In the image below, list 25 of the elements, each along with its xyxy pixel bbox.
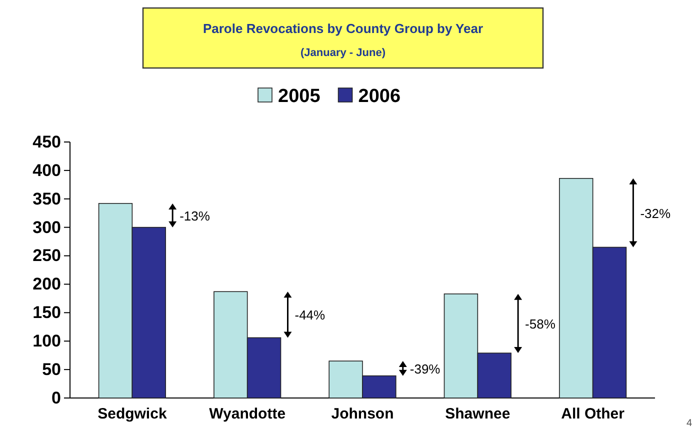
- annotation: -13%: [180, 208, 210, 224]
- y-tick-label: 450: [32, 132, 61, 152]
- annotation: -44%: [294, 308, 326, 323]
- y-tick-label: 300: [32, 218, 61, 237]
- x-tick-label: Shawnee: [445, 406, 510, 423]
- annotation: -39%: [410, 361, 441, 376]
- annotation: -58%: [525, 316, 556, 332]
- x-tick-label: Sedgwick: [98, 406, 168, 423]
- chart-title: Parole Revocations by County Group by Year: [202, 21, 484, 36]
- legend-label: 2006: [358, 86, 401, 107]
- x-tick-label: Johnson: [331, 406, 394, 423]
- y-tick-label: 400: [32, 160, 61, 180]
- y-tick-label: 250: [32, 246, 61, 266]
- y-tick-label: 0: [52, 388, 61, 408]
- x-tick-label: Wyandotte: [209, 406, 286, 423]
- y-tick-label: 350: [32, 189, 61, 208]
- y-tick-label: 200: [32, 274, 61, 294]
- chart-subtitle: (January - June): [300, 47, 386, 59]
- x-tick-label: All Other: [561, 406, 625, 423]
- annotation: -32%: [640, 206, 671, 221]
- y-tick-label: 100: [32, 332, 61, 351]
- legend-label: 2005: [278, 86, 321, 107]
- y-tick-label: 50: [42, 360, 61, 379]
- text: 4: [686, 418, 692, 429]
- y-tick-label: 150: [32, 303, 61, 322]
